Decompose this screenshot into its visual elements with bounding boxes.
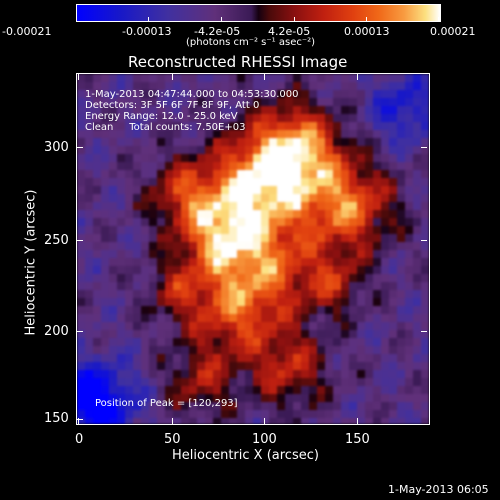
colorbar-tick-mark bbox=[221, 17, 222, 21]
y-tick-label: 300 bbox=[44, 140, 69, 155]
colorbar-tick-mark bbox=[76, 17, 77, 21]
y-axis-tick bbox=[77, 419, 83, 420]
y-axis-tick bbox=[77, 147, 83, 148]
colorbar-tick-mark bbox=[438, 17, 439, 21]
colorbar-tick-label: 4.2e-05 bbox=[268, 25, 311, 38]
plot-area: 1-May-2013 04:47:44.000 to 04:53:30.000 … bbox=[76, 73, 430, 425]
colorbar-tick-label: 0.00021 bbox=[430, 25, 476, 38]
plot-title: Reconstructed RHESSI Image bbox=[128, 53, 348, 71]
colorbar-tick-mark bbox=[148, 17, 149, 21]
heatmap-image bbox=[77, 74, 429, 424]
x-axis-tick bbox=[78, 418, 79, 424]
annotation-clean: Clean Total counts: 7.50E+03 bbox=[85, 122, 246, 133]
colorbar-tick-label: -4.2e-05 bbox=[194, 25, 241, 38]
x-axis-tick bbox=[172, 74, 173, 80]
colorbar-tick-label: 0.00013 bbox=[344, 25, 390, 38]
y-axis-tick bbox=[421, 240, 427, 241]
x-tick-label: 50 bbox=[164, 432, 181, 447]
y-tick-label: 150 bbox=[44, 411, 69, 426]
y-axis-tick bbox=[77, 240, 83, 241]
colorbar-tick-label: -0.00013 bbox=[122, 25, 172, 38]
colorbar-unit-label: (photons cm⁻² s⁻¹ asec⁻²) bbox=[186, 37, 316, 48]
x-axis-tick bbox=[357, 74, 358, 80]
colorbar-tick-mark bbox=[366, 17, 367, 21]
y-axis-tick bbox=[421, 147, 427, 148]
x-tick-label: 0 bbox=[75, 432, 84, 447]
x-axis-tick bbox=[357, 418, 358, 424]
colorbar bbox=[76, 4, 441, 22]
annotation-time: 1-May-2013 04:47:44.000 to 04:53:30.000 bbox=[85, 89, 299, 100]
annotation-detectors: Detectors: 3F 5F 6F 7F 8F 9F, Att 0 bbox=[85, 100, 260, 111]
y-axis-tick bbox=[77, 331, 83, 332]
colorbar-tick-label: -0.00021 bbox=[2, 25, 52, 38]
x-axis-label: Heliocentric X (arcsec) bbox=[172, 448, 319, 463]
y-tick-label: 200 bbox=[44, 324, 69, 339]
x-axis-tick bbox=[264, 418, 265, 424]
colorbar-tick-mark bbox=[294, 17, 295, 21]
y-axis-tick bbox=[421, 331, 427, 332]
x-axis-tick bbox=[172, 418, 173, 424]
x-tick-label: 100 bbox=[252, 432, 277, 447]
x-tick-label: 150 bbox=[345, 432, 370, 447]
annotation-peak-position: Position of Peak = [120,293] bbox=[95, 398, 238, 409]
annotation-energy: Energy Range: 12.0 - 25.0 keV bbox=[85, 111, 238, 122]
x-axis-tick bbox=[78, 74, 79, 80]
y-tick-label: 250 bbox=[44, 233, 69, 248]
y-axis-label: Heliocentric Y (arcsec) bbox=[23, 189, 39, 336]
footer-timestamp: 1-May-2013 06:05 bbox=[388, 483, 489, 496]
x-axis-tick bbox=[264, 74, 265, 80]
